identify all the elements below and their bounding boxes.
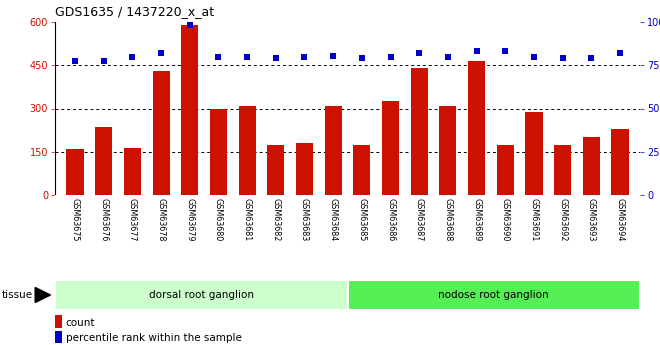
Bar bbox=[238, 106, 255, 195]
Text: GSM63690: GSM63690 bbox=[501, 198, 510, 241]
Polygon shape bbox=[35, 287, 50, 303]
Text: GSM63682: GSM63682 bbox=[271, 198, 280, 241]
Text: GSM63684: GSM63684 bbox=[329, 198, 338, 241]
Point bbox=[414, 50, 424, 56]
Point bbox=[586, 56, 597, 61]
Bar bbox=[67, 149, 84, 195]
Point bbox=[271, 56, 281, 61]
Bar bbox=[468, 61, 485, 195]
Text: percentile rank within the sample: percentile rank within the sample bbox=[65, 333, 242, 343]
Point bbox=[127, 54, 138, 59]
Point bbox=[385, 54, 396, 59]
Bar bbox=[583, 137, 600, 195]
Bar bbox=[296, 143, 313, 195]
Text: GSM63680: GSM63680 bbox=[214, 198, 223, 241]
Text: GSM63676: GSM63676 bbox=[99, 198, 108, 241]
Bar bbox=[411, 68, 428, 195]
Bar bbox=[525, 112, 543, 195]
Text: GSM63688: GSM63688 bbox=[444, 198, 452, 241]
Point bbox=[614, 50, 625, 56]
Bar bbox=[182, 25, 199, 195]
Text: GSM63677: GSM63677 bbox=[128, 198, 137, 241]
Bar bbox=[55, 331, 62, 343]
Point bbox=[557, 56, 568, 61]
Point bbox=[299, 54, 310, 59]
Point bbox=[156, 50, 166, 56]
Bar bbox=[210, 108, 227, 195]
Text: GSM63687: GSM63687 bbox=[414, 198, 424, 241]
Text: count: count bbox=[65, 317, 95, 327]
Point bbox=[529, 55, 539, 60]
Text: GSM63694: GSM63694 bbox=[615, 198, 624, 241]
Text: GSM63693: GSM63693 bbox=[587, 198, 596, 241]
Bar bbox=[554, 145, 571, 195]
Bar bbox=[496, 145, 514, 195]
Point bbox=[328, 53, 339, 59]
Text: GDS1635 / 1437220_x_at: GDS1635 / 1437220_x_at bbox=[55, 5, 214, 18]
Bar bbox=[325, 106, 342, 195]
Text: GSM63678: GSM63678 bbox=[156, 198, 166, 241]
Text: nodose root ganglion: nodose root ganglion bbox=[438, 290, 549, 300]
Point bbox=[98, 58, 109, 64]
Bar bbox=[152, 71, 170, 195]
Bar bbox=[95, 127, 112, 195]
Bar bbox=[353, 145, 370, 195]
Text: dorsal root ganglion: dorsal root ganglion bbox=[148, 290, 253, 300]
Point bbox=[471, 49, 482, 54]
Text: GSM63686: GSM63686 bbox=[386, 198, 395, 241]
Bar bbox=[382, 101, 399, 195]
Text: GSM63685: GSM63685 bbox=[357, 198, 366, 241]
Point bbox=[213, 54, 224, 59]
Text: GSM63692: GSM63692 bbox=[558, 198, 567, 241]
Text: GSM63683: GSM63683 bbox=[300, 198, 309, 241]
Bar bbox=[611, 129, 628, 195]
Point bbox=[185, 23, 195, 28]
Bar bbox=[124, 148, 141, 195]
Bar bbox=[55, 315, 62, 328]
Text: GSM63679: GSM63679 bbox=[185, 198, 194, 241]
Point bbox=[242, 54, 252, 59]
Bar bbox=[267, 145, 284, 195]
Point bbox=[70, 58, 81, 64]
Point bbox=[356, 56, 367, 61]
Text: tissue: tissue bbox=[2, 290, 33, 300]
Bar bbox=[55, 280, 348, 310]
Text: GSM63689: GSM63689 bbox=[472, 198, 481, 241]
Point bbox=[443, 54, 453, 59]
Text: GSM63675: GSM63675 bbox=[71, 198, 80, 241]
Bar bbox=[440, 106, 457, 195]
Text: GSM63691: GSM63691 bbox=[529, 198, 539, 241]
Bar bbox=[348, 280, 640, 310]
Point bbox=[500, 49, 510, 54]
Text: GSM63681: GSM63681 bbox=[243, 198, 251, 241]
